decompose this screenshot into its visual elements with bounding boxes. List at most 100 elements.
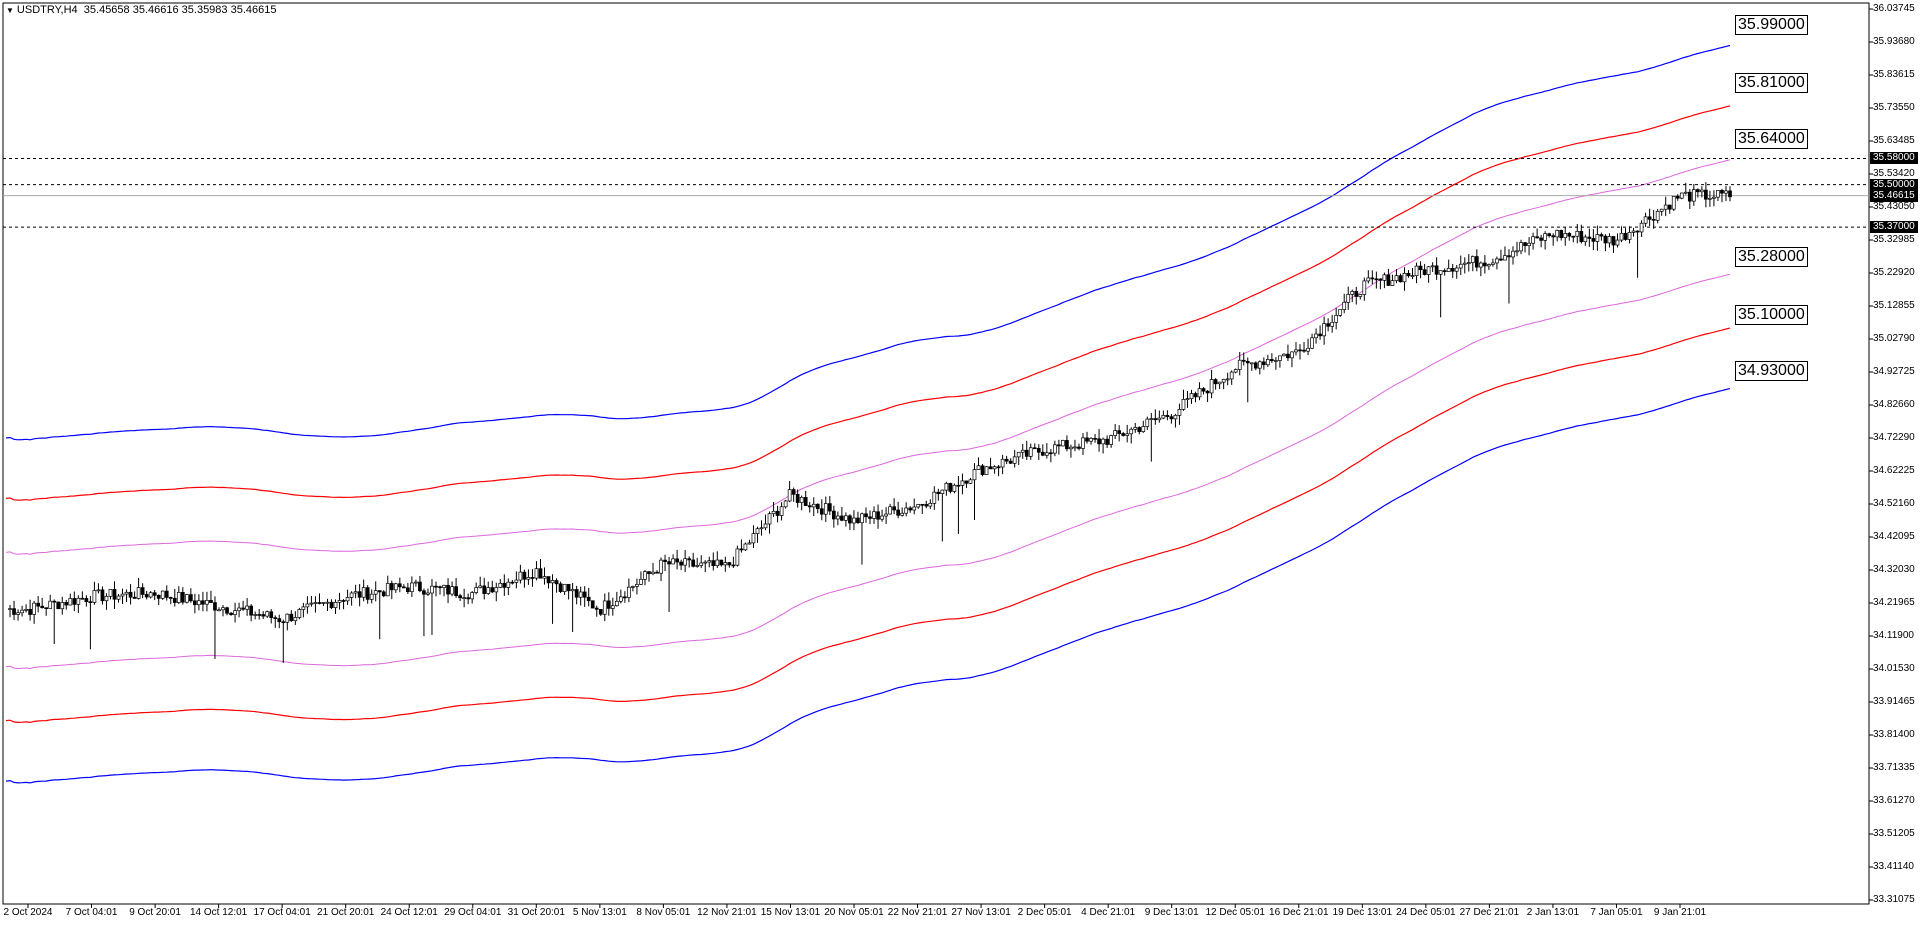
candle-body: [639, 578, 643, 585]
candle-body: [241, 607, 245, 610]
candle-body: [932, 491, 937, 504]
candle-body: [1426, 266, 1431, 275]
candle-body: [534, 568, 539, 579]
candle-body: [414, 581, 418, 584]
candle-body: [647, 571, 651, 575]
candle-body: [112, 589, 117, 600]
candle-body: [172, 597, 177, 603]
candle-body: [1511, 250, 1515, 258]
candle-body: [1173, 415, 1178, 420]
candle-body: [1527, 242, 1531, 246]
candle-body: [916, 503, 921, 508]
price-tick-label: 33.61270: [1873, 795, 1915, 806]
price-tick-label: 35.63485: [1873, 135, 1915, 146]
candle-body: [719, 559, 724, 566]
candle-body: [490, 587, 495, 593]
candle-body: [116, 595, 121, 600]
candle-body: [542, 576, 547, 579]
candle-body: [1474, 256, 1479, 268]
candle-body: [273, 617, 278, 619]
chart-menu-triangle-icon[interactable]: ▼: [6, 6, 14, 15]
time-tick-label: 7 Jan 05:01: [1590, 907, 1643, 918]
candle-body: [1077, 446, 1081, 449]
candle-body: [269, 611, 274, 618]
candle-body: [1704, 189, 1708, 200]
candle-body: [1607, 236, 1612, 244]
candle-body: [1169, 416, 1174, 420]
candle-body: [365, 587, 370, 600]
time-tick-label: 12 Dec 05:01: [1205, 907, 1265, 918]
candle-body: [1157, 417, 1162, 421]
time-tick-label: 16 Dec 21:01: [1269, 907, 1329, 918]
candle-body: [1326, 323, 1330, 327]
candle-body: [952, 484, 957, 492]
candle-body: [747, 542, 752, 545]
time-tick-label: 27 Nov 13:01: [951, 907, 1011, 918]
candle-body: [667, 561, 671, 565]
candle-body: [140, 587, 145, 595]
candle-body: [1446, 267, 1451, 272]
candle-body: [715, 559, 720, 567]
candle-body: [1249, 362, 1254, 365]
candle-body: [1414, 265, 1419, 276]
candle-body: [811, 503, 816, 508]
candle-body: [1181, 399, 1186, 410]
candle-body: [864, 513, 868, 518]
candle-body: [1117, 430, 1122, 434]
candle-body: [1623, 232, 1628, 240]
candle-body: [799, 497, 804, 503]
candle-body: [410, 582, 414, 593]
price-tick-label: 34.01530: [1873, 663, 1915, 674]
candle-body: [775, 510, 780, 516]
candle-body: [381, 591, 386, 597]
candle-body: [510, 581, 515, 584]
candle-body: [1334, 314, 1339, 323]
candle-body: [1386, 274, 1391, 286]
candle-body: [522, 571, 527, 580]
candle-body: [1286, 353, 1290, 359]
candle-body: [1720, 190, 1724, 194]
candle-body: [1113, 430, 1117, 436]
candle-body: [755, 528, 760, 534]
candle-body: [1149, 418, 1154, 420]
candle-body: [470, 592, 475, 600]
candle-body: [474, 587, 479, 593]
candle-body: [880, 515, 884, 520]
time-tick-label: 29 Oct 04:01: [444, 907, 502, 918]
candle-body: [1643, 216, 1648, 224]
time-tick-label: 2 Dec 05:01: [1017, 907, 1072, 918]
candle-body: [1539, 237, 1543, 241]
candle-body: [892, 506, 896, 511]
candle-body: [1627, 232, 1632, 240]
candle-body: [1390, 280, 1395, 286]
candle-body: [1241, 359, 1246, 362]
candle-body: [205, 600, 209, 605]
candle-body: [24, 608, 28, 611]
candle-body: [1177, 409, 1182, 416]
candle-body: [1145, 418, 1150, 427]
candle-body: [257, 614, 262, 616]
candle-body: [152, 592, 157, 596]
candle-body: [574, 589, 579, 598]
price-tick-label: 33.31075: [1873, 894, 1915, 905]
candle-body: [960, 480, 965, 486]
candle-body: [1261, 361, 1266, 366]
candle-body: [1567, 233, 1572, 237]
candle-body: [578, 591, 583, 598]
candle-body: [1559, 230, 1564, 239]
candle-body: [1366, 277, 1371, 282]
price-tick-label: 35.32985: [1873, 234, 1915, 245]
outer-upper-band-line: [5, 44, 1731, 441]
candle-body: [1282, 353, 1286, 357]
candle-body: [120, 593, 125, 597]
candle-body: [430, 585, 434, 594]
candle-body: [1109, 435, 1113, 445]
candle-body: [1048, 452, 1053, 455]
candle-body: [1089, 437, 1093, 442]
candle-body: [996, 466, 1001, 469]
candle-body: [1507, 255, 1511, 258]
candle-body: [462, 597, 466, 600]
candle-body: [984, 466, 989, 475]
